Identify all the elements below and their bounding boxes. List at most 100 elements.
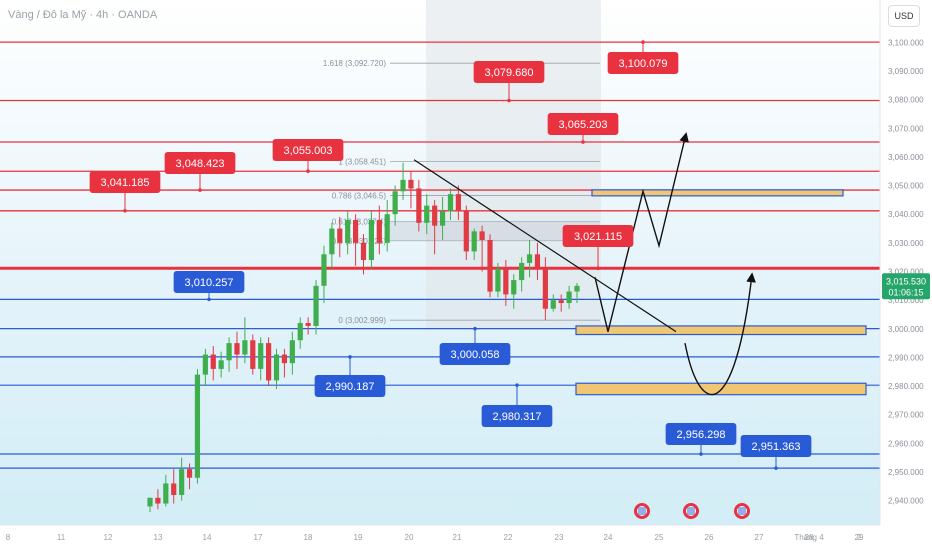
callout-anchor	[306, 169, 310, 174]
candle[interactable]	[511, 274, 517, 309]
pullback-path-arrow[interactable]	[684, 272, 756, 396]
candle[interactable]	[400, 162, 406, 200]
candle[interactable]	[179, 457, 185, 501]
candle-body	[463, 211, 469, 252]
x-tick-label: 22	[504, 533, 513, 542]
candle[interactable]	[163, 474, 169, 507]
candle[interactable]	[558, 294, 564, 312]
candle[interactable]	[250, 334, 256, 375]
candle[interactable]	[447, 188, 454, 220]
candle[interactable]	[337, 217, 343, 258]
candle[interactable]	[542, 257, 548, 321]
candle[interactable]	[384, 199, 390, 252]
x-tick-label: 24	[604, 533, 613, 542]
us-event-flag-icon[interactable]	[683, 503, 699, 519]
callout-anchor	[123, 209, 127, 213]
candle[interactable]	[155, 489, 161, 510]
candle[interactable]	[281, 348, 288, 378]
candle-body	[313, 285, 319, 326]
event-flag-stripe	[638, 507, 646, 515]
candle[interactable]	[416, 179, 422, 232]
candle[interactable]	[273, 348, 280, 389]
candle[interactable]	[266, 337, 272, 387]
candle[interactable]	[305, 317, 311, 335]
callout-anchor	[596, 266, 600, 271]
candle[interactable]	[368, 211, 375, 269]
resistance-callout[interactable]: 3,021.115	[562, 225, 634, 271]
resistance-callout[interactable]: 3,055.003	[272, 139, 344, 174]
order-zone[interactable]	[591, 189, 844, 197]
callout-box	[173, 271, 245, 293]
candle-body	[155, 497, 161, 504]
candle[interactable]	[526, 239, 533, 278]
currency-button[interactable]: USD	[888, 5, 920, 27]
y-tick-label: 2,970.000	[888, 411, 924, 420]
x-tick-label: 17	[254, 533, 263, 542]
candle[interactable]	[408, 171, 414, 209]
resistance-callout[interactable]: 3,100.079	[607, 40, 679, 74]
candle[interactable]	[550, 294, 556, 312]
candle[interactable]	[210, 345, 216, 381]
candle-body	[455, 194, 461, 212]
candle[interactable]	[289, 331, 295, 375]
support-callout[interactable]: 2,956.298	[665, 423, 737, 456]
x-tick-label: 21	[453, 533, 462, 542]
candle[interactable]	[439, 197, 446, 240]
last-price-tag[interactable]	[882, 273, 930, 300]
candle[interactable]	[519, 257, 525, 292]
resistance-callout[interactable]: 3,065.203	[547, 113, 619, 144]
candle[interactable]	[171, 469, 177, 504]
candle[interactable]	[376, 205, 382, 255]
candle[interactable]	[424, 194, 430, 235]
candle[interactable]	[345, 211, 351, 255]
candle[interactable]	[503, 260, 509, 306]
resistance-callout[interactable]: 3,048.423	[164, 152, 236, 192]
support-callout[interactable]: 3,010.257	[173, 271, 245, 302]
candle[interactable]	[463, 205, 469, 261]
candle[interactable]	[455, 185, 461, 220]
candle[interactable]	[360, 234, 367, 275]
us-event-flag-icon[interactable]	[734, 503, 750, 519]
callout-value: 3,100.079	[619, 58, 668, 70]
resistance-callout[interactable]: 3,079.680	[473, 61, 545, 103]
candle[interactable]	[495, 262, 501, 298]
candle[interactable]	[258, 337, 264, 381]
support-callout[interactable]: 2,990.187	[314, 355, 386, 397]
candle[interactable]	[574, 282, 580, 304]
candle[interactable]	[242, 317, 248, 364]
candle[interactable]	[534, 242, 541, 281]
candle[interactable]	[487, 234, 493, 298]
support-callout[interactable]: 2,980.317	[481, 383, 553, 427]
candle[interactable]	[471, 228, 477, 261]
candle-body	[432, 205, 438, 226]
callout-value: 3,021.115	[574, 231, 622, 243]
support-callout[interactable]: 2,951.363	[740, 435, 812, 470]
candle[interactable]	[313, 280, 319, 335]
candle[interactable]	[202, 348, 208, 387]
candle[interactable]	[479, 225, 485, 272]
candle[interactable]	[194, 368, 201, 484]
callout-box	[607, 52, 679, 74]
candle[interactable]	[218, 351, 224, 378]
candle[interactable]	[392, 185, 398, 226]
candle[interactable]	[226, 337, 232, 372]
us-event-flag-icon[interactable]	[634, 503, 650, 519]
candle[interactable]	[321, 245, 327, 304]
candle[interactable]	[432, 199, 438, 255]
bar-countdown: 01:06:15	[888, 287, 923, 297]
callout-anchor	[699, 452, 703, 456]
candle[interactable]	[186, 463, 193, 490]
support-callout[interactable]: 3,000.058	[439, 326, 511, 365]
bullish-path-arrow[interactable]	[594, 132, 689, 332]
candle[interactable]	[329, 222, 335, 269]
candle[interactable]	[566, 285, 572, 309]
candle[interactable]	[352, 214, 359, 266]
callout-anchor	[774, 466, 778, 470]
candle[interactable]	[234, 331, 240, 369]
resistance-callout[interactable]: 3,041.185	[89, 171, 161, 213]
downtrend-line[interactable]	[413, 159, 677, 333]
candle[interactable]	[147, 497, 153, 513]
order-zone[interactable]	[575, 325, 867, 336]
candle[interactable]	[297, 317, 303, 349]
